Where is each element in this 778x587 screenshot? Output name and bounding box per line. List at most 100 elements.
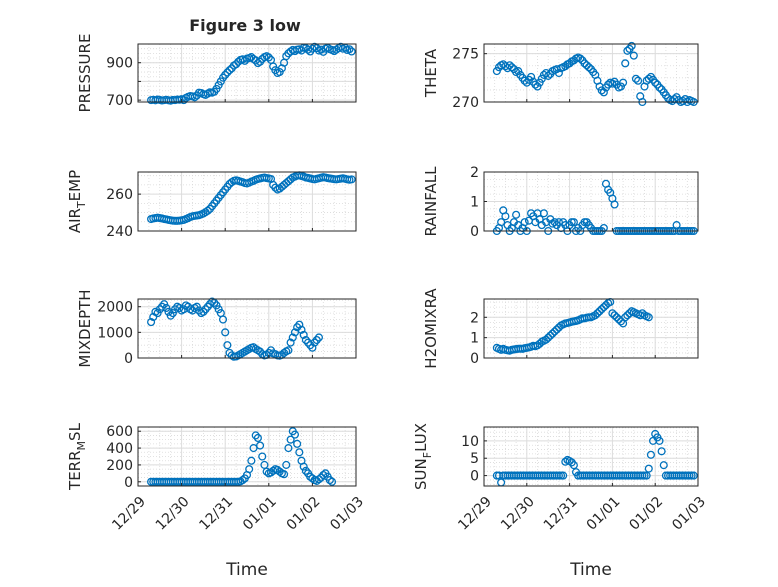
data-point: [619, 78, 628, 87]
x-tick-label: 12/29: [109, 494, 149, 534]
data-point: [336, 42, 345, 51]
data-point: [225, 66, 234, 75]
data-point: [314, 333, 323, 342]
data-point: [280, 470, 289, 479]
data-point: [297, 325, 306, 334]
y-axis-label: SUNFLUX: [412, 423, 434, 490]
data-point: [166, 311, 175, 320]
data-point: [223, 341, 232, 350]
data-point: [249, 54, 258, 64]
data-point: [612, 313, 621, 322]
data-point: [554, 68, 563, 78]
data-point: [642, 471, 651, 480]
data-point: [507, 63, 516, 72]
data-point: [657, 447, 666, 456]
data-point: [546, 331, 555, 340]
y-axis-label: RAINFALL: [422, 166, 440, 237]
data-point: [325, 476, 334, 485]
axes-box: [137, 298, 357, 359]
panel-row1-right: 270 275 THETA: [422, 41, 699, 111]
data-point: [616, 317, 626, 326]
y-axis-label: H2OMIXRA: [422, 288, 440, 369]
data-point: [175, 303, 184, 313]
x-axis-label: Time: [225, 560, 268, 580]
data-point: [221, 70, 230, 79]
data-point: [629, 51, 638, 60]
data-point: [539, 209, 548, 218]
data-point: [345, 45, 354, 54]
data-point: [238, 476, 247, 485]
data-point: [301, 466, 310, 475]
data-point: [616, 82, 626, 91]
data-point: [651, 78, 660, 87]
data-point: [576, 54, 585, 63]
x-axis-label: Time: [569, 560, 612, 580]
data-point: [533, 82, 542, 91]
data-point: [627, 41, 636, 50]
data-point: [537, 74, 546, 83]
data-point: [284, 346, 293, 355]
y-tick-label: 700: [106, 93, 133, 109]
y-tick-label: 600: [106, 424, 133, 440]
data-point: [290, 328, 300, 337]
y-tick-label: 2000: [97, 300, 133, 316]
data-point: [644, 313, 653, 322]
data-point: [689, 471, 698, 480]
x-tick-label: 12/30: [153, 494, 193, 534]
y-axis-label: AIRTEMP: [66, 170, 88, 233]
y-tick-label: 0: [124, 351, 133, 367]
data-point: [569, 218, 578, 227]
data-point: [604, 80, 613, 89]
data-point: [552, 325, 561, 334]
panel-row4-right: 0 510 SUNFLUX 12/29 12/30 12/31 01/01 01/02 01/0…: [412, 423, 709, 580]
y-tick-label: 1: [470, 195, 479, 211]
data-point: [312, 335, 321, 345]
data-point: [147, 318, 156, 327]
data-point: [634, 76, 643, 85]
data-point: [610, 311, 619, 320]
y-tick-label: 240: [106, 224, 133, 240]
data-point: [299, 462, 308, 471]
y-axis-label: THETA: [422, 48, 440, 98]
data-point: [251, 431, 260, 440]
data-point: [621, 313, 630, 322]
data-point: [531, 80, 540, 89]
data-point: [310, 338, 319, 347]
data-point: [247, 456, 256, 465]
axes-box: [137, 43, 357, 103]
x-tick-label: 12/31: [196, 494, 236, 534]
data-point: [303, 45, 313, 54]
axes-box: [483, 298, 699, 359]
y-tick-label: 900: [106, 56, 133, 72]
y-tick-label: 0: [124, 475, 133, 491]
data-point: [286, 435, 295, 444]
data-point: [608, 309, 617, 318]
data-point: [512, 210, 521, 219]
y-tick-label: 0: [470, 224, 479, 240]
data-point: [275, 467, 284, 476]
data-point: [203, 206, 212, 215]
y-tick-label: 275: [452, 47, 479, 63]
data-point: [595, 307, 604, 316]
data-point: [280, 348, 289, 357]
data-point: [501, 212, 510, 221]
x-tick-label: 12/29: [455, 494, 495, 534]
data-point: [492, 67, 501, 76]
data-point: [319, 470, 328, 480]
panel-row3-right: 0 1 2 H2OMIXRA: [422, 288, 699, 369]
data-point: [221, 328, 230, 337]
plot-area: [484, 427, 698, 486]
panel-row2-left: 240 260 AIRTEMP: [66, 170, 357, 240]
data-point: [599, 303, 608, 312]
series-markers: [492, 41, 698, 107]
series-markers: [147, 297, 323, 361]
data-point: [288, 333, 297, 342]
y-tick-label: 270: [452, 95, 479, 111]
data-point: [520, 218, 529, 227]
x-tick-label: 12/30: [498, 494, 538, 534]
data-point: [232, 60, 241, 69]
data-point: [527, 72, 536, 81]
data-point: [623, 311, 632, 320]
